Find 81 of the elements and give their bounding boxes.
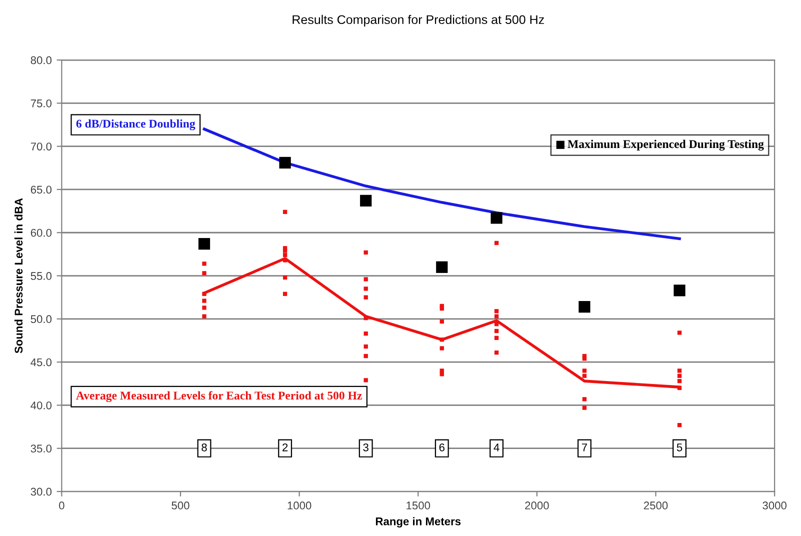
x-tick-label: 1500 bbox=[406, 502, 430, 510]
y-tick-label: 60.0 bbox=[30, 228, 52, 237]
point bbox=[494, 328, 499, 334]
annotation: 2 bbox=[282, 443, 288, 452]
annotation: 7 bbox=[582, 444, 587, 452]
point bbox=[494, 350, 499, 355]
point bbox=[677, 368, 682, 373]
point bbox=[364, 277, 368, 282]
x-tick-label: 2500 bbox=[644, 502, 668, 510]
annotation: 3 bbox=[363, 443, 368, 452]
point bbox=[677, 386, 682, 390]
y-axis-title: Sound Pressure Level in dBA bbox=[14, 198, 23, 354]
point bbox=[282, 252, 288, 258]
point bbox=[202, 314, 206, 318]
annotation: 4 bbox=[494, 444, 500, 452]
y-tick-label: 75.0 bbox=[30, 99, 52, 108]
point bbox=[436, 261, 448, 273]
point bbox=[582, 368, 587, 373]
point bbox=[578, 301, 590, 313]
point bbox=[494, 309, 499, 314]
point bbox=[440, 338, 444, 342]
point bbox=[282, 248, 288, 253]
point bbox=[494, 322, 499, 326]
annotation: 5 bbox=[676, 444, 682, 452]
x-tick-label: 0 bbox=[59, 502, 64, 510]
y-tick-label: 65.0 bbox=[30, 186, 52, 194]
point bbox=[364, 295, 368, 300]
point bbox=[202, 271, 206, 276]
point bbox=[364, 378, 368, 382]
point bbox=[440, 346, 444, 350]
legend-label: Maximum Experienced During Testing bbox=[568, 140, 764, 151]
point bbox=[490, 212, 502, 224]
point bbox=[202, 306, 206, 310]
point bbox=[677, 330, 682, 335]
y-tick-label: 35.0 bbox=[30, 444, 52, 452]
point bbox=[364, 354, 368, 358]
x-tick-label: 1000 bbox=[288, 502, 312, 510]
point bbox=[282, 210, 288, 214]
point bbox=[282, 292, 288, 296]
point bbox=[677, 378, 682, 384]
y-tick-label: 80.0 bbox=[30, 56, 52, 64]
y-tick-label: 55.0 bbox=[30, 272, 52, 280]
y-tick-label: 70.0 bbox=[30, 142, 52, 150]
series-label: 6 dB/Distance Doubling bbox=[76, 119, 196, 130]
point bbox=[202, 262, 206, 266]
point bbox=[440, 372, 444, 376]
annotation: 8 bbox=[202, 443, 207, 452]
y-tick-label: 30.0 bbox=[30, 488, 52, 496]
point bbox=[674, 284, 686, 296]
point bbox=[582, 356, 587, 361]
point bbox=[440, 306, 444, 311]
point bbox=[282, 275, 288, 280]
point bbox=[364, 332, 368, 336]
point bbox=[360, 194, 372, 207]
point bbox=[582, 374, 587, 378]
point bbox=[282, 258, 288, 262]
chart-title: Results Comparison for Predictions at 500 Hz bbox=[292, 14, 544, 27]
point bbox=[677, 374, 682, 378]
point bbox=[364, 344, 368, 349]
point bbox=[202, 298, 206, 303]
point bbox=[494, 314, 499, 318]
point bbox=[364, 286, 368, 291]
point bbox=[202, 292, 206, 296]
point bbox=[494, 336, 499, 340]
x-tick-label: 500 bbox=[172, 502, 190, 510]
y-tick-label: 50.0 bbox=[30, 315, 52, 324]
y-tick-label: 40.0 bbox=[30, 401, 52, 410]
text: Average Measured Levels for Each Test Period at 500 Hz bbox=[76, 391, 362, 402]
point bbox=[440, 319, 444, 324]
point bbox=[198, 238, 210, 250]
point bbox=[677, 422, 682, 428]
x-axis-title: Range in Meters bbox=[376, 517, 461, 528]
x-tick-label: 3000 bbox=[762, 502, 786, 510]
point bbox=[582, 406, 587, 410]
point bbox=[582, 397, 587, 402]
point bbox=[364, 250, 368, 255]
x-tick-label: 2000 bbox=[525, 502, 549, 510]
y-tick-label: 45.0 bbox=[30, 358, 52, 366]
point bbox=[494, 240, 499, 246]
point bbox=[279, 156, 291, 169]
annotation: 6 bbox=[439, 443, 444, 452]
